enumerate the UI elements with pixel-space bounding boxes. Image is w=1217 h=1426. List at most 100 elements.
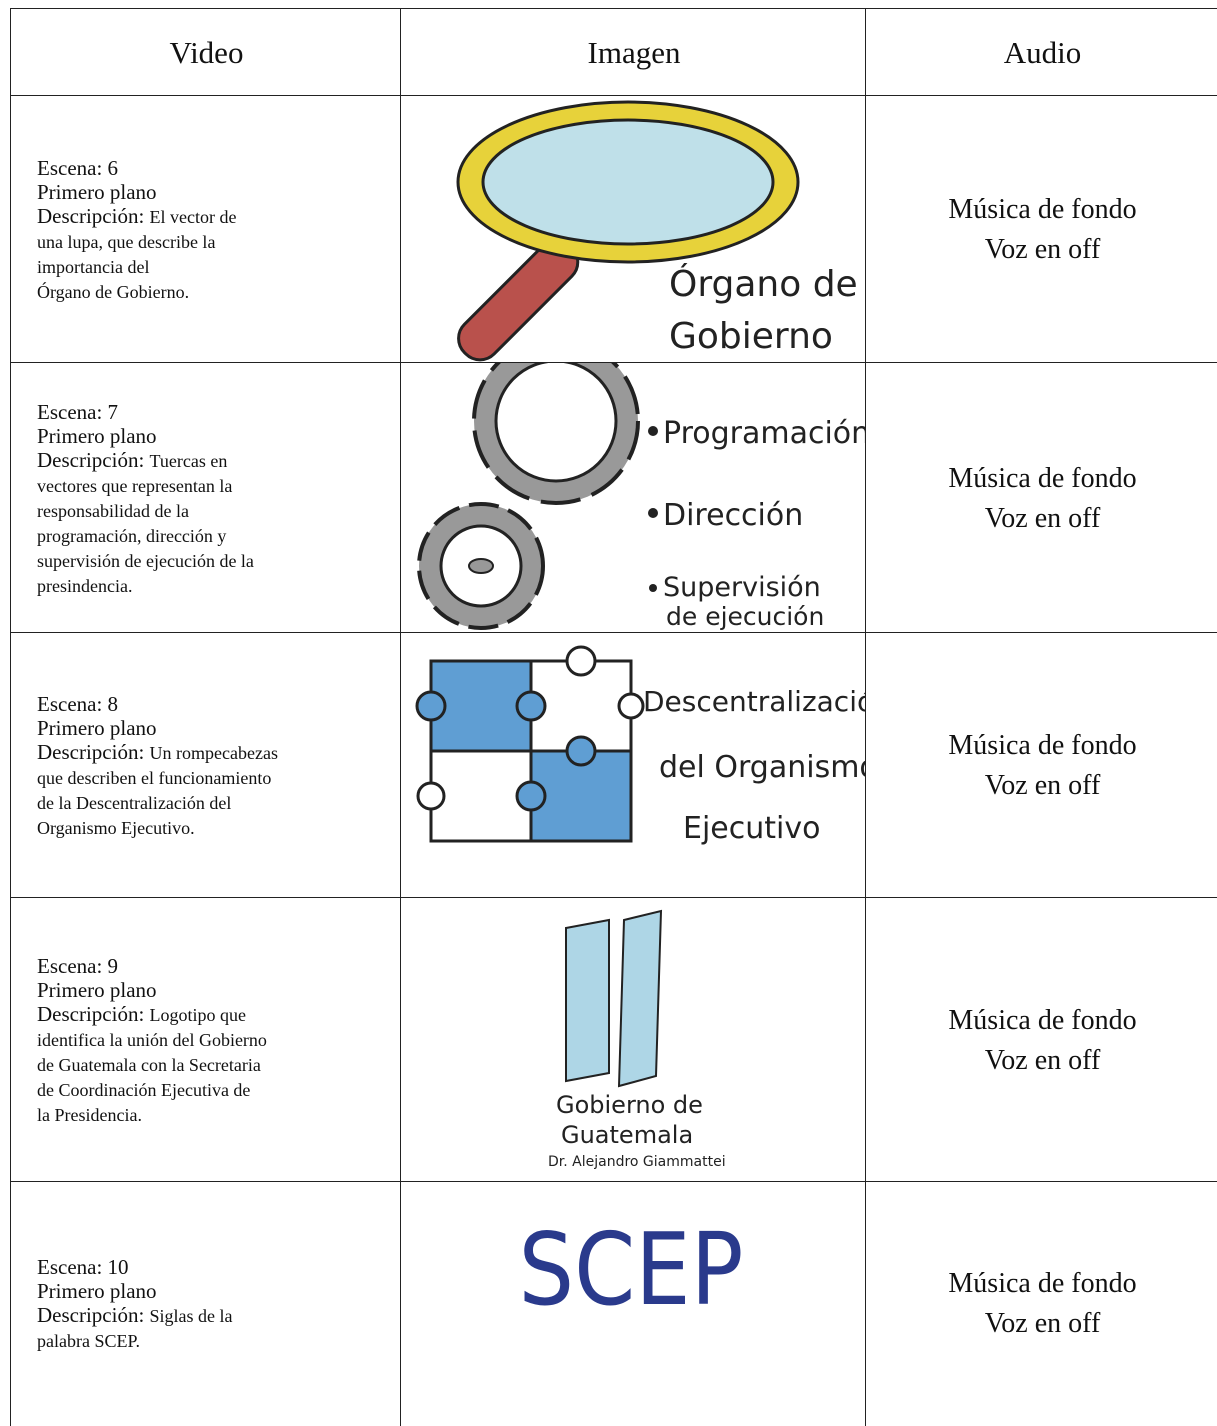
description-line: supervisión de ejecución de la xyxy=(37,548,402,573)
audio-line: Música de fondo xyxy=(948,1004,1137,1036)
description-line: Descripción: Tuercas en xyxy=(37,448,402,473)
image-logo: Gobierno de Guatemala Dr. Alejandro Giam… xyxy=(548,909,726,1170)
description-line: Descripción: Siglas de la xyxy=(37,1303,402,1328)
scene: Escena: 10 xyxy=(37,1255,129,1279)
description-text: Organismo Ejecutivo. xyxy=(37,818,195,838)
image-label: Supervisión xyxy=(663,572,821,603)
image-label: de ejecución xyxy=(666,602,824,631)
image-cell xyxy=(400,95,867,364)
audio-cell: Música de fondo Voz en off xyxy=(865,1181,1217,1426)
image-label: Dirección xyxy=(663,498,803,533)
image-label: Ejecutivo xyxy=(683,811,820,846)
audio-cell: Música de fondo Voz en off xyxy=(865,632,1217,899)
header-cell: Video xyxy=(10,8,402,97)
header-cell: Audio xyxy=(865,8,1217,97)
image-label: Gobierno xyxy=(669,316,833,357)
audio-line: Voz en off xyxy=(984,770,1101,801)
description-text: Un rompecabezas xyxy=(149,743,278,763)
description-line: importancia del xyxy=(37,254,402,279)
description-text: Siglas de la xyxy=(149,1306,233,1326)
description-line: de Guatemala con la Secretaria xyxy=(37,1052,402,1077)
description-line: de Coordinación Ejecutiva de xyxy=(37,1077,402,1102)
description-label: Descripción: xyxy=(37,740,145,764)
shot: Primero plano xyxy=(37,180,157,204)
scene: Escena: 9 xyxy=(37,954,119,978)
description-line: de la Descentralización del xyxy=(37,790,402,815)
image-cell xyxy=(400,897,867,1183)
video-cell: Escena: 6 Primero plano Descripción: El ve… xyxy=(10,95,402,364)
description-text: Tuercas en xyxy=(149,450,228,471)
image-label: Órgano de xyxy=(669,263,858,305)
image-puzzle: Descentralización del Organismo Ejecutiv… xyxy=(415,645,865,846)
description-line: Descripción: Un rompecabezas xyxy=(37,740,402,765)
video-cell: Escena: 9 Primero plano Descripción: Logot… xyxy=(10,897,402,1183)
description-line: responsabilidad de la xyxy=(37,498,402,523)
description-line: Descripción: Logotipo que xyxy=(37,1002,402,1027)
description-text: identifica la unión del Gobierno xyxy=(37,1030,267,1050)
description-text: que describen el funcionamiento xyxy=(37,768,272,788)
description-line: Órgano de Gobierno. xyxy=(37,279,402,304)
description-line: presindencia. xyxy=(37,573,402,598)
video-cell: Escena: 10 Primero plano Descripción: Sigl… xyxy=(10,1181,402,1426)
audio-line: Voz en off xyxy=(984,234,1101,265)
image-gears: Programación Dirección Supervisión de ej… xyxy=(417,363,865,631)
image-label: SCEP xyxy=(519,1211,744,1328)
image-label: Dr. Alejandro Giammattei xyxy=(548,1154,726,1170)
scene: Escena: 8 xyxy=(37,692,119,716)
audio-line: Música de fondo xyxy=(948,462,1137,494)
image-cell xyxy=(400,1181,867,1426)
audio-line: Voz en off xyxy=(984,1044,1101,1076)
description-label: Descripción: xyxy=(37,447,145,472)
description-text: de Guatemala con la Secretaria xyxy=(37,1055,261,1075)
audio-cell: Música de fondo Voz en off xyxy=(865,897,1217,1183)
image-magnifier: Órgano de Gobierno xyxy=(456,100,858,362)
description-label: Descripción: xyxy=(37,1002,145,1026)
description-text: Órgano de Gobierno. xyxy=(37,282,190,302)
image-label: Guatemala xyxy=(561,1121,693,1149)
description-text: Logotipo que xyxy=(149,1005,247,1025)
audio-line: Voz en off xyxy=(984,502,1101,534)
video-cell: Escena: 7 Primero plano Descripción: Tuerc… xyxy=(10,362,402,634)
description-line: que describen el funcionamiento xyxy=(37,765,402,790)
description-label: Descripción: xyxy=(37,1303,145,1327)
description-line: la Presidencia. xyxy=(37,1102,402,1127)
description-line: palabra SCEP. xyxy=(37,1328,402,1353)
description-text: una lupa, que describe la xyxy=(37,232,216,252)
description-text: responsabilidad de la xyxy=(37,500,189,521)
description-text: presindencia. xyxy=(37,575,133,596)
description-text: programación, dirección y xyxy=(37,525,227,546)
description-line: programación, dirección y xyxy=(37,523,402,548)
description-line: identifica la unión del Gobierno xyxy=(37,1027,402,1052)
image-label: Gobierno de xyxy=(556,1091,703,1119)
description-line: vectores que representan la xyxy=(37,473,402,498)
image-cell xyxy=(400,362,867,634)
audio-cell: Música de fondo Voz en off xyxy=(865,95,1217,364)
shot: Primero plano xyxy=(37,978,157,1002)
description-text: de Coordinación Ejecutiva de xyxy=(37,1080,251,1100)
description-text: palabra SCEP. xyxy=(37,1331,140,1351)
description-line: Organismo Ejecutivo. xyxy=(37,815,402,840)
description-label: Descripción: xyxy=(37,204,145,228)
description-text: la Presidencia. xyxy=(37,1105,142,1125)
description-line: una lupa, que describe la xyxy=(37,229,402,254)
description-text: vectores que representan la xyxy=(37,475,233,496)
header-cell: Imagen xyxy=(400,8,867,97)
image-label: Descentralización xyxy=(643,685,865,718)
image-label: del Organismo xyxy=(659,750,865,785)
audio-line: Música de fondo xyxy=(948,730,1137,761)
scene: Escena: 7 xyxy=(37,399,119,424)
description-text: supervisión de ejecución de la xyxy=(37,550,254,571)
image-cell xyxy=(400,632,867,899)
description-line: Descripción: El vector de xyxy=(37,204,402,229)
video-cell: Escena: 8 Primero plano Descripción: Un ro… xyxy=(10,632,402,899)
shot: Primero plano xyxy=(37,423,157,448)
audio-line: Voz en off xyxy=(984,1308,1101,1339)
scene: Escena: 6 xyxy=(37,156,119,180)
shot: Primero plano xyxy=(37,716,157,740)
description-text: de la Descentralización del xyxy=(37,793,232,813)
audio-line: Música de fondo xyxy=(948,194,1137,225)
description-text: importancia del xyxy=(37,257,150,277)
audio-cell: Música de fondo Voz en off xyxy=(865,362,1217,634)
shot: Primero plano xyxy=(37,1279,157,1303)
